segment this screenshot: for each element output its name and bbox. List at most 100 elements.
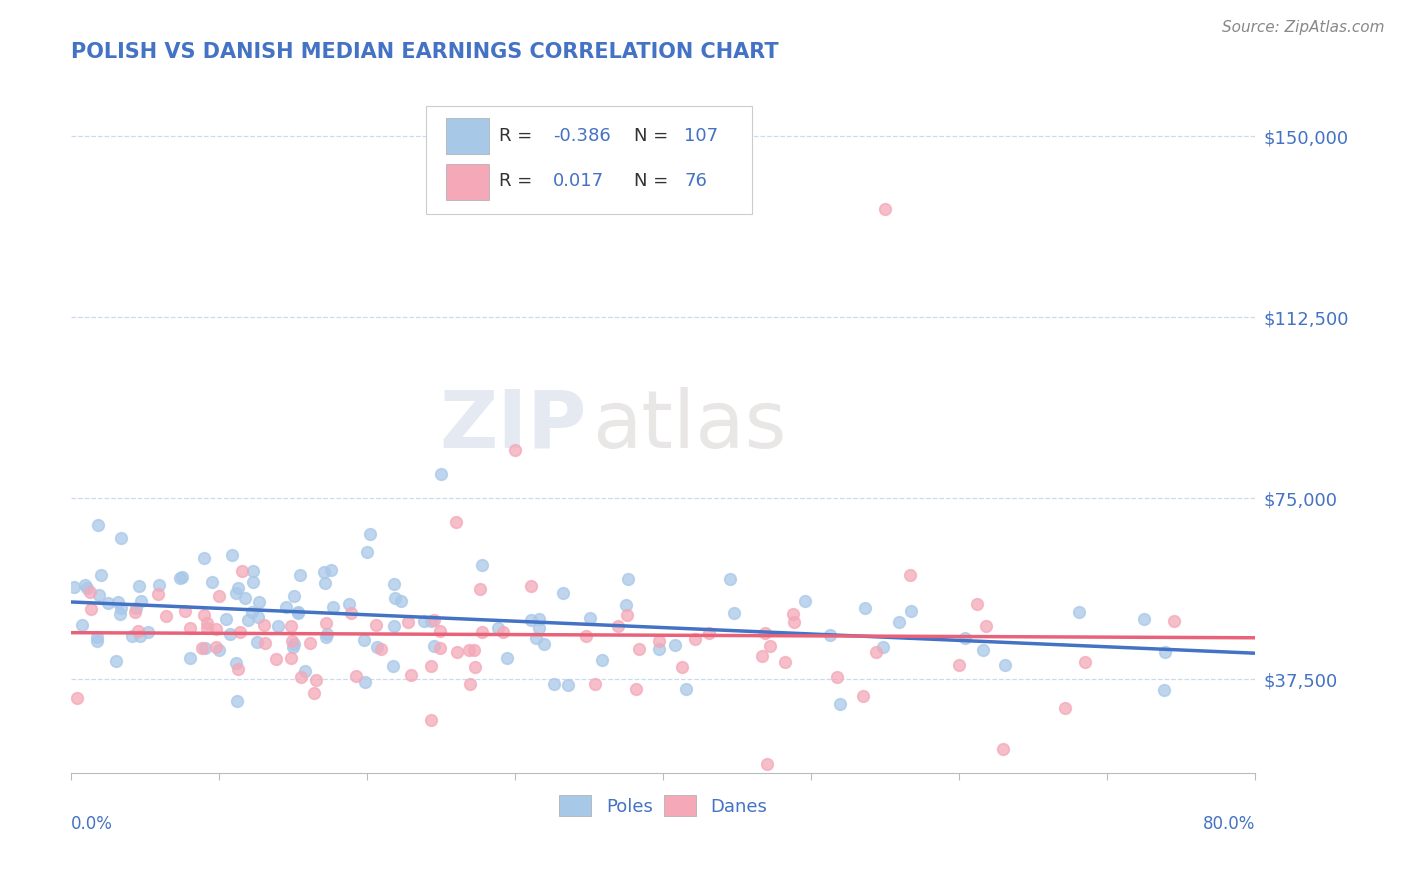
Point [591,653,613,667]
Point [179,651,201,665]
Point [229,624,252,639]
Point [148,587,170,601]
Point [429,624,451,639]
Text: 0.017: 0.017 [553,172,605,190]
Point [370,641,392,656]
Point [107,595,129,609]
Point [283,589,305,603]
Point [86,633,108,648]
Point [898,567,921,582]
Point [264,652,287,666]
Text: ZIP: ZIP [439,387,586,465]
Point [382,619,405,633]
Point [966,597,988,611]
Point [337,597,360,611]
Point [294,665,316,679]
Point [76,581,98,595]
Point [948,657,970,672]
Point [900,604,922,618]
Point [80,602,103,616]
Point [458,677,481,691]
FancyBboxPatch shape [447,118,489,154]
Point [754,626,776,640]
Point [128,579,150,593]
Point [471,558,494,573]
Point [304,686,326,700]
Text: 107: 107 [685,128,718,145]
Point [628,642,651,657]
Point [315,631,337,645]
Point [201,575,224,590]
Point [267,619,290,633]
Point [366,640,388,654]
Point [872,640,894,654]
Point [423,639,446,653]
Point [281,634,304,648]
Point [253,635,276,649]
Point [105,654,128,668]
Point [90,567,112,582]
Text: Source: ZipAtlas.com: Source: ZipAtlas.com [1222,20,1385,35]
Point [782,607,804,621]
Point [972,642,994,657]
Point [121,629,143,643]
Point [346,669,368,683]
Point [579,611,602,625]
Point [247,595,270,609]
Point [399,668,422,682]
Point [287,605,309,619]
Point [280,619,302,633]
Point [195,621,218,635]
Point [97,596,120,610]
Point [125,601,148,615]
Point [543,676,565,690]
Point [1069,605,1091,619]
Point [557,678,579,692]
Point [322,600,344,615]
Point [172,569,194,583]
Point [583,676,606,690]
Point [86,630,108,644]
Point [974,619,997,633]
Point [463,643,485,657]
Text: 0.0%: 0.0% [72,815,112,833]
Point [110,600,132,615]
Y-axis label: Median Earnings: Median Earnings [0,357,8,495]
Point [496,651,519,665]
Point [471,624,494,639]
Point [174,604,197,618]
Point [664,638,686,652]
Point [825,670,848,684]
Text: N =: N = [634,172,668,190]
Point [793,594,815,608]
Point [527,612,550,626]
Point [423,613,446,627]
Point [193,608,215,623]
Point [283,637,305,651]
FancyBboxPatch shape [426,106,752,214]
Point [129,594,152,608]
Point [751,648,773,663]
Point [671,660,693,674]
Point [233,591,256,605]
Point [193,551,215,566]
Point [492,625,515,640]
Point [66,690,89,705]
Point [626,681,648,696]
Point [396,615,419,629]
Point [551,586,574,600]
Point [226,662,249,676]
Text: R =: R = [499,128,531,145]
Point [208,643,231,657]
Point [1133,612,1156,626]
Point [110,531,132,545]
Point [89,588,111,602]
Point [290,670,312,684]
Point [208,590,231,604]
Point [697,626,720,640]
Point [464,660,486,674]
Point [253,618,276,632]
Point [616,608,638,623]
Point [759,639,782,653]
Point [340,607,363,621]
